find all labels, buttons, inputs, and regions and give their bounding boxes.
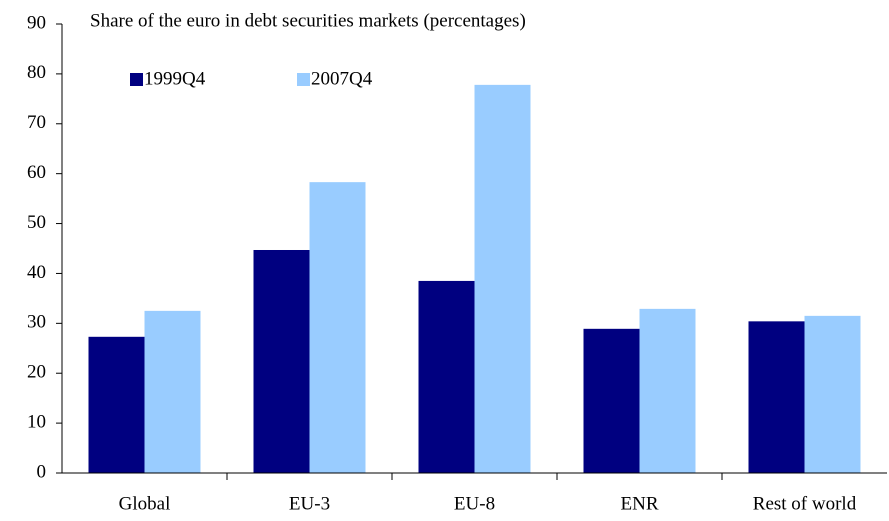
bar xyxy=(583,328,640,473)
bar xyxy=(418,280,475,473)
x-tick-label: Rest of world xyxy=(753,493,857,514)
bar xyxy=(639,308,696,473)
y-tick-label: 60 xyxy=(27,162,46,183)
legend-label: 1999Q4 xyxy=(144,68,206,89)
x-tick-label: ENR xyxy=(621,493,659,514)
legend-swatch xyxy=(130,73,143,86)
y-tick-label: 30 xyxy=(27,312,46,333)
bar xyxy=(88,336,145,473)
y-tick-label: 40 xyxy=(27,262,46,283)
legend-swatch xyxy=(297,73,310,86)
bar xyxy=(144,310,201,473)
x-tick-label: EU-3 xyxy=(289,493,330,514)
bar xyxy=(309,182,366,474)
x-tick-label: Global xyxy=(119,493,171,514)
bar xyxy=(474,84,531,473)
chart-title: Share of the euro in debt securities mar… xyxy=(90,10,526,31)
y-tick-label: 0 xyxy=(37,461,47,482)
bar xyxy=(748,321,805,473)
bar xyxy=(804,315,861,473)
y-tick-label: 10 xyxy=(27,411,46,432)
legend-label: 2007Q4 xyxy=(311,68,373,89)
bar xyxy=(253,249,310,473)
y-tick-label: 50 xyxy=(27,212,46,233)
y-tick-label: 90 xyxy=(27,12,46,33)
y-tick-label: 80 xyxy=(27,62,46,83)
x-tick-label: EU-8 xyxy=(454,493,495,514)
y-tick-label: 70 xyxy=(27,112,46,133)
y-tick-label: 20 xyxy=(27,362,46,383)
